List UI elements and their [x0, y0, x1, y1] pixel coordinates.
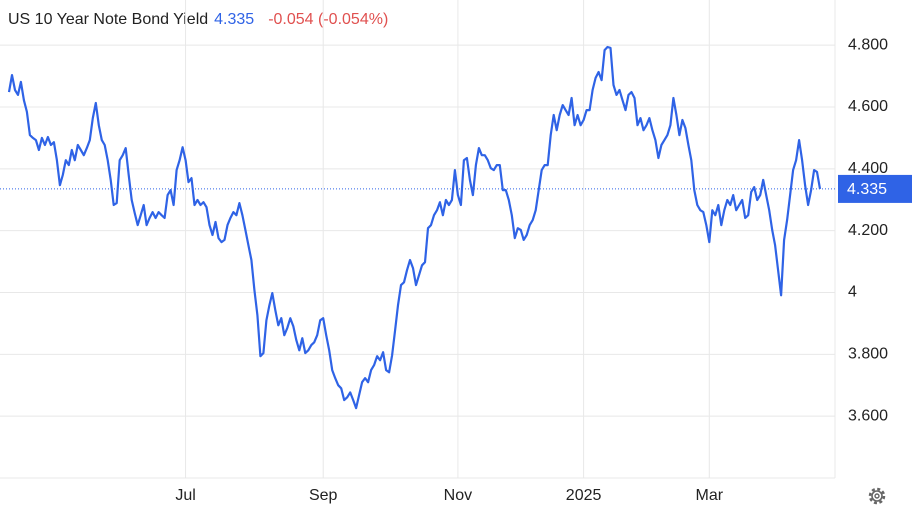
- y-tick-label: 4.200: [848, 222, 888, 239]
- x-tick-label: Jul: [175, 487, 195, 504]
- x-tick-label: Sep: [309, 487, 338, 504]
- x-tick-label: Mar: [696, 487, 724, 504]
- gear-hole[interactable]: [874, 493, 880, 499]
- last-value-tag: [838, 174, 912, 203]
- settings-icon[interactable]: [868, 487, 886, 505]
- chart-title: US 10 Year Note Bond Yield: [8, 11, 208, 28]
- gear-teeth[interactable]: [868, 487, 886, 505]
- last-value: 4.335: [214, 11, 254, 28]
- last-value-label: 4.335: [847, 181, 887, 198]
- chart-header: US 10 Year Note Bond Yield 4.335 -0.054 (-…: [8, 11, 388, 28]
- y-tick-label: 4.400: [848, 160, 888, 177]
- y-tick-label: 4: [848, 284, 857, 301]
- x-tick-label: 2025: [566, 487, 602, 504]
- x-tick-label: Nov: [444, 487, 472, 504]
- y-tick-label: 3.600: [848, 407, 888, 424]
- y-tick-label: 3.800: [848, 346, 888, 363]
- gear-body[interactable]: [871, 490, 883, 502]
- change: -0.054 (-0.054%): [268, 11, 388, 28]
- y-tick-label: 4.600: [848, 98, 888, 115]
- yield-line: [7, 45, 822, 410]
- y-tick-label: 4.800: [848, 36, 888, 53]
